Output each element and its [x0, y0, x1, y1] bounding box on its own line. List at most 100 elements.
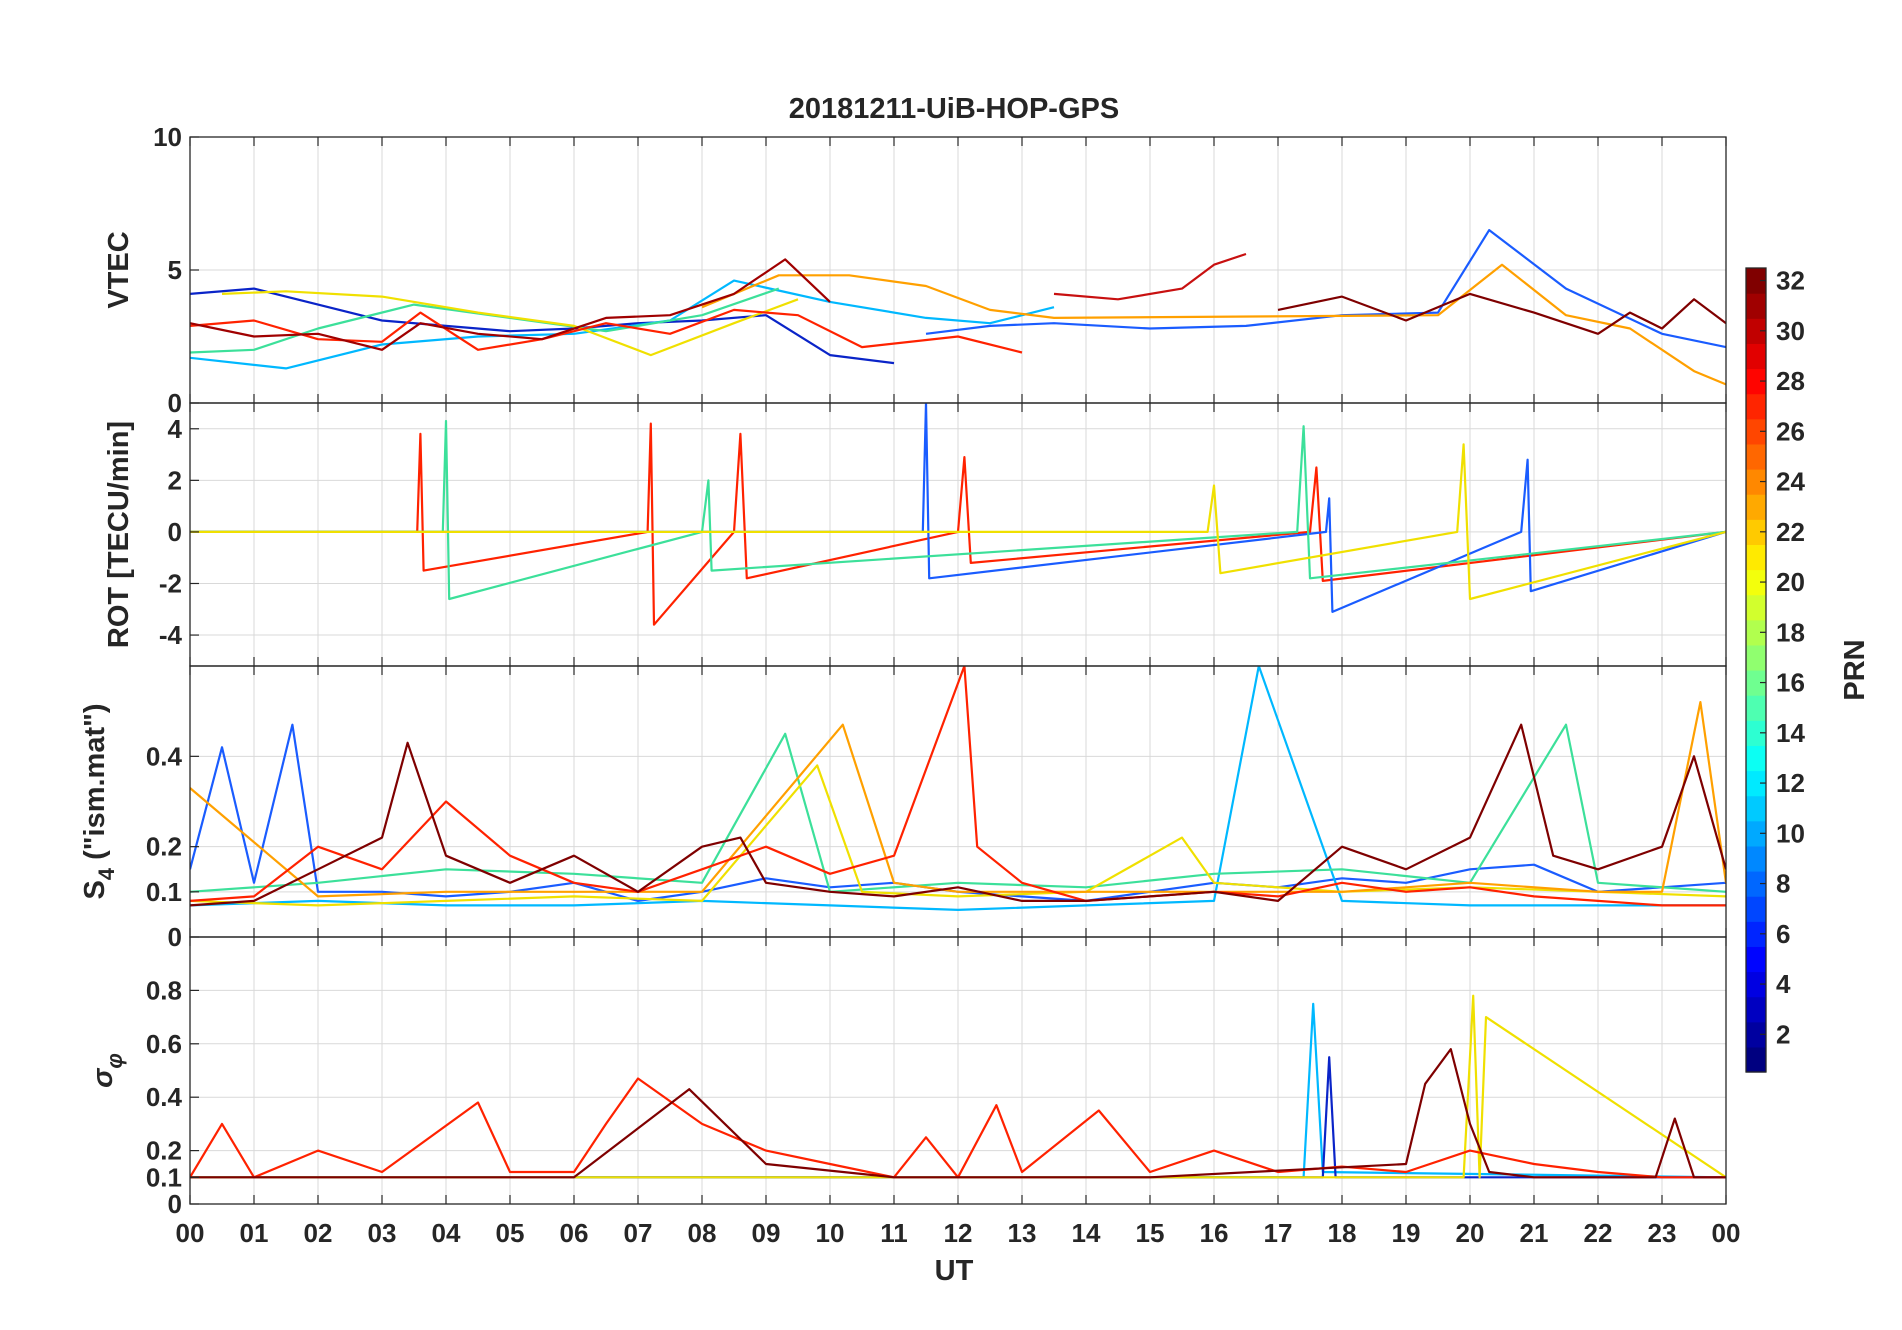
panel-sigma_phi: 00.10.2 0.4 0.6 0.8 σφ [87, 936, 1727, 1219]
x-tick-label: 14 [1072, 1218, 1101, 1248]
series-line-5 [190, 700, 1726, 898]
x-tick-label: 18 [1328, 1218, 1357, 1248]
series-line-8 [1053, 252, 1247, 301]
panel-rot: -4 -2 0 2 4 ROT [TECU/min] [103, 402, 1727, 667]
colorbar-step [1746, 670, 1766, 696]
series-line-9 [190, 258, 831, 351]
colorbar-step [1746, 393, 1766, 420]
x-tick-label: 13 [1008, 1218, 1037, 1248]
colorbar-tick-label: 26 [1776, 416, 1805, 446]
x-tick-label: 06 [560, 1218, 589, 1248]
panel-vtec: 0 5 10 VTEC [103, 122, 1727, 418]
colorbar-tick-label: 8 [1776, 869, 1790, 899]
x-tick-label: 01 [240, 1218, 269, 1248]
x-tick-label: 10 [816, 1218, 845, 1248]
y-tick-label: 0.1 [146, 1162, 182, 1192]
y-axis-label: ROT [TECU/min] [103, 421, 135, 648]
x-tick-label: 23 [1648, 1218, 1677, 1248]
x-tick-label: 08 [688, 1218, 717, 1248]
x-axis-label: UT [935, 1255, 974, 1287]
series-line-7 [190, 308, 1023, 354]
x-tick-label: 00 [1712, 1218, 1741, 1248]
colorbar-step [1746, 293, 1766, 319]
colorbar-step [1746, 644, 1766, 671]
colorbar-tick-label: 30 [1776, 316, 1805, 346]
colorbar-step [1746, 921, 1766, 947]
y-tick-label: 0.2 [146, 1136, 182, 1166]
series-line-10 [1277, 292, 1726, 335]
y-tick-label: 0.1 [146, 877, 182, 907]
y-tick-label: -4 [159, 620, 183, 650]
y-tick-label: 5 [168, 255, 182, 285]
series-line-5 [221, 290, 799, 357]
panel-s4: 0 0.1 0.2 0.4 S4 ("ism.mat") [79, 665, 1727, 952]
series-line-4 [190, 1077, 1726, 1179]
colorbar-step [1746, 820, 1766, 847]
colorbar-tick-label: 14 [1776, 718, 1805, 748]
colorbar-tick-label: 2 [1776, 1019, 1790, 1049]
x-tick-label: 16 [1200, 1218, 1229, 1248]
colorbar-step [1746, 896, 1766, 922]
y-tick-label: 0.8 [146, 975, 182, 1005]
colorbar-step [1746, 946, 1766, 973]
y-tick-label: 0 [168, 922, 182, 952]
series-line-6 [701, 263, 1726, 386]
series-line-5 [190, 1047, 1726, 1179]
colorbar-step [1746, 343, 1766, 370]
colorbar-step [1746, 720, 1766, 746]
x-tick-label: 07 [624, 1218, 653, 1248]
series-line-2 [190, 666, 1726, 912]
colorbar-step [1746, 594, 1766, 621]
x-tick-label: 02 [304, 1218, 333, 1248]
x-tick-label: 21 [1520, 1218, 1549, 1248]
x-tick-label: 04 [432, 1218, 461, 1248]
x-tick-label: 00 [176, 1218, 205, 1248]
colorbar-step [1746, 469, 1766, 495]
colorbar-step [1746, 418, 1766, 445]
y-tick-label: 0.4 [146, 1082, 183, 1112]
x-tick-label: 11 [880, 1218, 908, 1248]
series-line-2 [190, 403, 1726, 614]
y-axis-label: S4 ("ism.mat") [79, 703, 119, 899]
y-tick-label: 0 [168, 1189, 182, 1219]
series-line-3 [190, 994, 1726, 1179]
y-tick-label: 0.6 [146, 1029, 182, 1059]
colorbar-step [1746, 519, 1766, 545]
x-tick-label: 03 [368, 1218, 397, 1248]
y-tick-label: 0 [168, 517, 182, 547]
y-tick-label: 2 [168, 465, 182, 495]
colorbar-tick-label: 24 [1776, 467, 1805, 497]
colorbar-step [1746, 770, 1766, 797]
colorbar-step [1746, 745, 1766, 772]
y-tick-label: 10 [153, 122, 182, 152]
colorbar-tick-label: 28 [1776, 366, 1805, 396]
colorbar-tick-label: 4 [1776, 969, 1791, 999]
colorbar-tick-label: 32 [1776, 266, 1805, 296]
figure-title: 20181211-UiB-HOP-GPS [789, 93, 1119, 125]
series-line-6 [190, 666, 1726, 907]
x-tick-label: 17 [1264, 1218, 1293, 1248]
y-axis-label: σφ [87, 1053, 127, 1088]
colorbar-step [1746, 845, 1766, 872]
y-tick-label: 0.4 [146, 741, 183, 771]
series-group [190, 403, 1726, 626]
colorbar-step [1746, 795, 1766, 822]
x-tick-labels: 00 01 02 03 04 05 06 07 08 09 10 11 12 13 14 15 16 17 18 19… [176, 1218, 1741, 1248]
colorbar-tick-label: 12 [1776, 768, 1805, 798]
y-tick-label: 0 [168, 388, 182, 418]
y-tick-label: 4 [168, 414, 183, 444]
x-tick-label: 22 [1584, 1218, 1613, 1248]
series-line-4 [190, 764, 1726, 907]
x-tick-label: 19 [1392, 1218, 1421, 1248]
series-group [190, 229, 1726, 386]
y-tick-label: 0.2 [146, 832, 182, 862]
colorbar-step [1746, 619, 1766, 646]
colorbar-step [1746, 318, 1766, 344]
x-tick-label: 12 [944, 1218, 973, 1248]
colorbar-step [1746, 1046, 1766, 1073]
colorbar-tick-label: 20 [1776, 567, 1805, 597]
x-tick-label: 20 [1456, 1218, 1485, 1248]
y-axis-label: VTEC [103, 231, 135, 308]
